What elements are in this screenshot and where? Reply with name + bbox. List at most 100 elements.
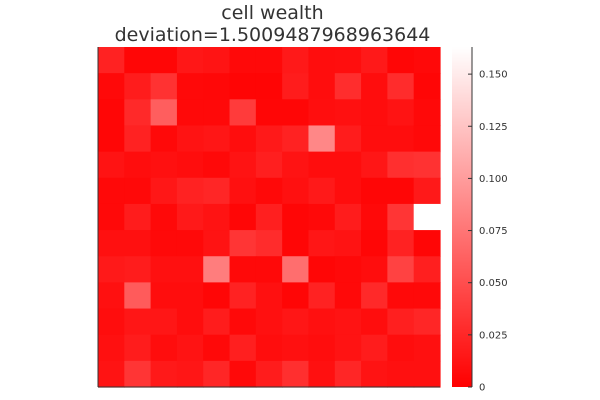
heatmap-cell xyxy=(98,282,125,310)
heatmap-cell xyxy=(203,151,231,179)
heatmap-cell xyxy=(150,360,178,388)
heatmap-cell xyxy=(229,230,257,257)
heatmap-cell xyxy=(203,177,231,205)
heatmap-cell xyxy=(334,360,362,388)
heatmap-cell xyxy=(98,334,125,362)
heatmap-cell xyxy=(203,73,231,100)
heatmap-cell xyxy=(413,151,441,179)
heatmap-cell xyxy=(124,230,152,257)
heatmap-cell xyxy=(98,151,125,179)
chart-title-line-1: cell wealth xyxy=(221,2,324,24)
heatmap-cell xyxy=(176,360,204,388)
colorbar: 0 0.025 0.050 0.075 0.100 0.125 0.150 xyxy=(452,47,508,394)
heatmap-cell xyxy=(308,334,336,362)
heatmap-cell xyxy=(124,203,152,231)
heatmap-cell xyxy=(361,203,388,231)
heatmap-cell xyxy=(361,99,388,127)
heatmap-cell xyxy=(255,360,283,388)
heatmap-cell xyxy=(229,177,257,205)
heatmap-cell xyxy=(308,99,336,127)
heatmap-cell xyxy=(203,282,231,310)
heatmap-cell xyxy=(387,334,415,362)
chart-title-line-2: deviation=1.5009487968963644 xyxy=(114,24,431,46)
heatmap-cell xyxy=(334,203,362,231)
colorbar-tick-label: 0.075 xyxy=(479,226,508,237)
heatmap-cell xyxy=(308,151,336,179)
heatmap-cell xyxy=(229,256,257,283)
heatmap-cell xyxy=(413,47,441,74)
heatmap-cell xyxy=(255,230,283,257)
heatmap-cell xyxy=(176,99,204,127)
heatmap-cell xyxy=(229,203,257,231)
heatmap-cell xyxy=(334,256,362,283)
colorbar-tick-label: 0.150 xyxy=(479,70,508,81)
heatmap-cell xyxy=(255,125,283,153)
heatmap-cell xyxy=(361,125,388,153)
heatmap-cell xyxy=(176,308,204,336)
heatmap-cell xyxy=(334,230,362,257)
heatmap-cell xyxy=(124,334,152,362)
heatmap-cell xyxy=(387,99,415,127)
heatmap-cell xyxy=(334,151,362,179)
heatmap-cell xyxy=(176,203,204,231)
heatmap-cell xyxy=(98,73,125,100)
heatmap-cell xyxy=(203,360,231,388)
heatmap-cell xyxy=(282,203,310,231)
heatmap-cell xyxy=(124,308,152,336)
colorbar-tick-label: 0.100 xyxy=(479,174,508,185)
heatmap-cell xyxy=(124,99,152,127)
heatmap-cell xyxy=(98,99,125,127)
heatmap-cell xyxy=(176,47,204,74)
colorbar-tick-label: 0.125 xyxy=(479,122,508,133)
heatmap-cell xyxy=(387,151,415,179)
heatmap-cell xyxy=(176,177,204,205)
heatmap-cell xyxy=(387,256,415,283)
heatmap-cell xyxy=(150,125,178,153)
heatmap-cell xyxy=(150,73,178,100)
heatmap-cell xyxy=(361,334,388,362)
heatmap-cells xyxy=(98,47,441,388)
heatmap-cell xyxy=(203,334,231,362)
heatmap-cell xyxy=(150,256,178,283)
heatmap-cell xyxy=(124,256,152,283)
heatmap-cell xyxy=(124,177,152,205)
heatmap-cell xyxy=(176,282,204,310)
heatmap-cell xyxy=(308,203,336,231)
heatmap-cell xyxy=(98,230,125,257)
heatmap-cell xyxy=(334,125,362,153)
heatmap-cell xyxy=(361,230,388,257)
heatmap-cell xyxy=(150,177,178,205)
heatmap-cell xyxy=(150,282,178,310)
heatmap-cell xyxy=(387,177,415,205)
heatmap-cell xyxy=(308,230,336,257)
heatmap-cell xyxy=(282,125,310,153)
heatmap-cell xyxy=(361,47,388,74)
heatmap-cell xyxy=(255,203,283,231)
heatmap-cell xyxy=(282,151,310,179)
heatmap-cell xyxy=(150,99,178,127)
heatmap-cell xyxy=(255,177,283,205)
heatmap-cell xyxy=(282,282,310,310)
heatmap-cell xyxy=(203,125,231,153)
heatmap-cell xyxy=(282,230,310,257)
heatmap-cell xyxy=(361,177,388,205)
heatmap-cell xyxy=(413,177,441,205)
heatmap-cell xyxy=(150,334,178,362)
heatmap-cell xyxy=(255,334,283,362)
heatmap-cell xyxy=(387,308,415,336)
heatmap-cell xyxy=(98,125,125,153)
heatmap-cell xyxy=(282,360,310,388)
heatmap-cell xyxy=(308,47,336,74)
heatmap-cell xyxy=(361,308,388,336)
heatmap-cell xyxy=(98,203,125,231)
heatmap-cell xyxy=(308,282,336,310)
heatmap-cell xyxy=(176,256,204,283)
heatmap-cell xyxy=(229,151,257,179)
heatmap-cell xyxy=(387,360,415,388)
heatmap-cell xyxy=(282,177,310,205)
heatmap-cell xyxy=(255,256,283,283)
heatmap-cell xyxy=(150,230,178,257)
heatmap-cell xyxy=(124,125,152,153)
heatmap-cell xyxy=(387,73,415,100)
heatmap-cell xyxy=(255,47,283,74)
